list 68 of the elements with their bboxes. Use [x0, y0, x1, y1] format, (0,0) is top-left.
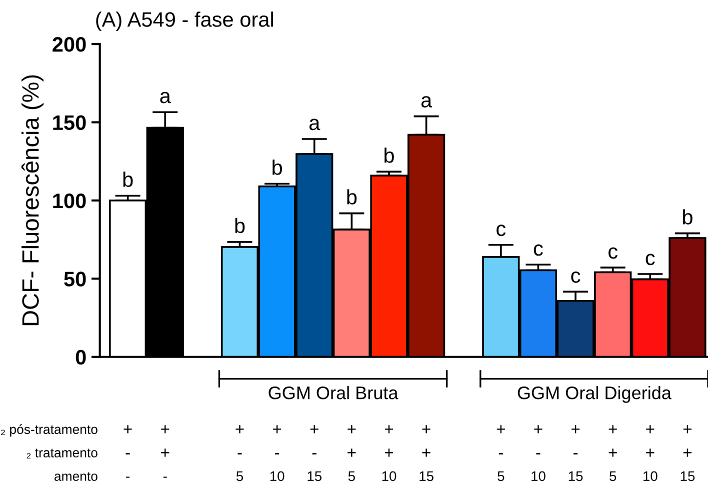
text: + [161, 448, 170, 457]
text: GGM Oral Bruta [268, 386, 398, 400]
data-label: a [421, 96, 432, 108]
data-label: a [160, 92, 171, 104]
text: + [161, 425, 170, 434]
text: - [163, 476, 167, 478]
data-label: b [272, 160, 282, 175]
text: + [422, 425, 430, 434]
data-label: c [646, 254, 655, 266]
text: ₂ tratamento [26, 448, 98, 458]
text: + [310, 425, 318, 434]
text: + [683, 425, 692, 434]
text: 10 [382, 471, 396, 482]
text: - [536, 453, 540, 454]
data-label: b [235, 218, 245, 234]
text: 10 [532, 471, 546, 482]
text: 5 [610, 471, 616, 482]
text: - [126, 476, 130, 478]
text: + [384, 425, 394, 434]
data-label: c [608, 247, 618, 259]
text: + [571, 425, 580, 434]
text: 15 [568, 471, 583, 482]
text: + [348, 425, 356, 434]
text: 15 [308, 471, 322, 482]
text: - [498, 453, 503, 454]
text: 10 [270, 471, 284, 482]
text: - [238, 453, 242, 454]
data-label: c [571, 271, 580, 283]
data-label: c [496, 224, 506, 236]
text: + [236, 425, 244, 434]
text: - [126, 453, 130, 454]
text: + [646, 448, 654, 457]
y-tick-label: 0 [76, 350, 86, 365]
text: - [312, 453, 316, 454]
y-tick-label: 200 [52, 37, 86, 52]
data-label: b [683, 209, 692, 225]
text: GGM Oral Digerida [518, 386, 672, 403]
text: + [273, 425, 282, 434]
text: 5 [236, 471, 244, 482]
text: 10 [644, 471, 658, 482]
text: + [422, 448, 430, 457]
y-tick-label: 50 [64, 272, 86, 286]
data-label: b [347, 189, 357, 204]
text: - [574, 453, 578, 454]
y-tick-label: 150 [53, 115, 86, 130]
text: 5 [498, 471, 504, 482]
text: + [608, 448, 617, 457]
text: ₂ pós-tratamento [1, 424, 98, 437]
text: + [683, 448, 692, 457]
data-label: b [123, 172, 133, 187]
text: + [534, 425, 542, 434]
text: + [384, 448, 394, 457]
y-axis-title: DCF- Fluorescência (%) [21, 75, 44, 326]
text: - [275, 453, 280, 454]
chart-title: (A) A549 - fase oral [96, 12, 273, 31]
data-label: b [384, 148, 394, 163]
text: + [608, 425, 617, 434]
text: 15 [420, 471, 434, 482]
text: 5 [348, 471, 355, 482]
text: + [646, 425, 654, 434]
data-label: a [309, 118, 320, 130]
y-tick-label: 100 [53, 193, 86, 208]
text: + [348, 448, 356, 457]
text: + [124, 425, 132, 434]
text: 15 [680, 471, 695, 482]
data-label: c [534, 244, 543, 256]
text: amento [54, 472, 98, 481]
text: + [496, 425, 505, 434]
